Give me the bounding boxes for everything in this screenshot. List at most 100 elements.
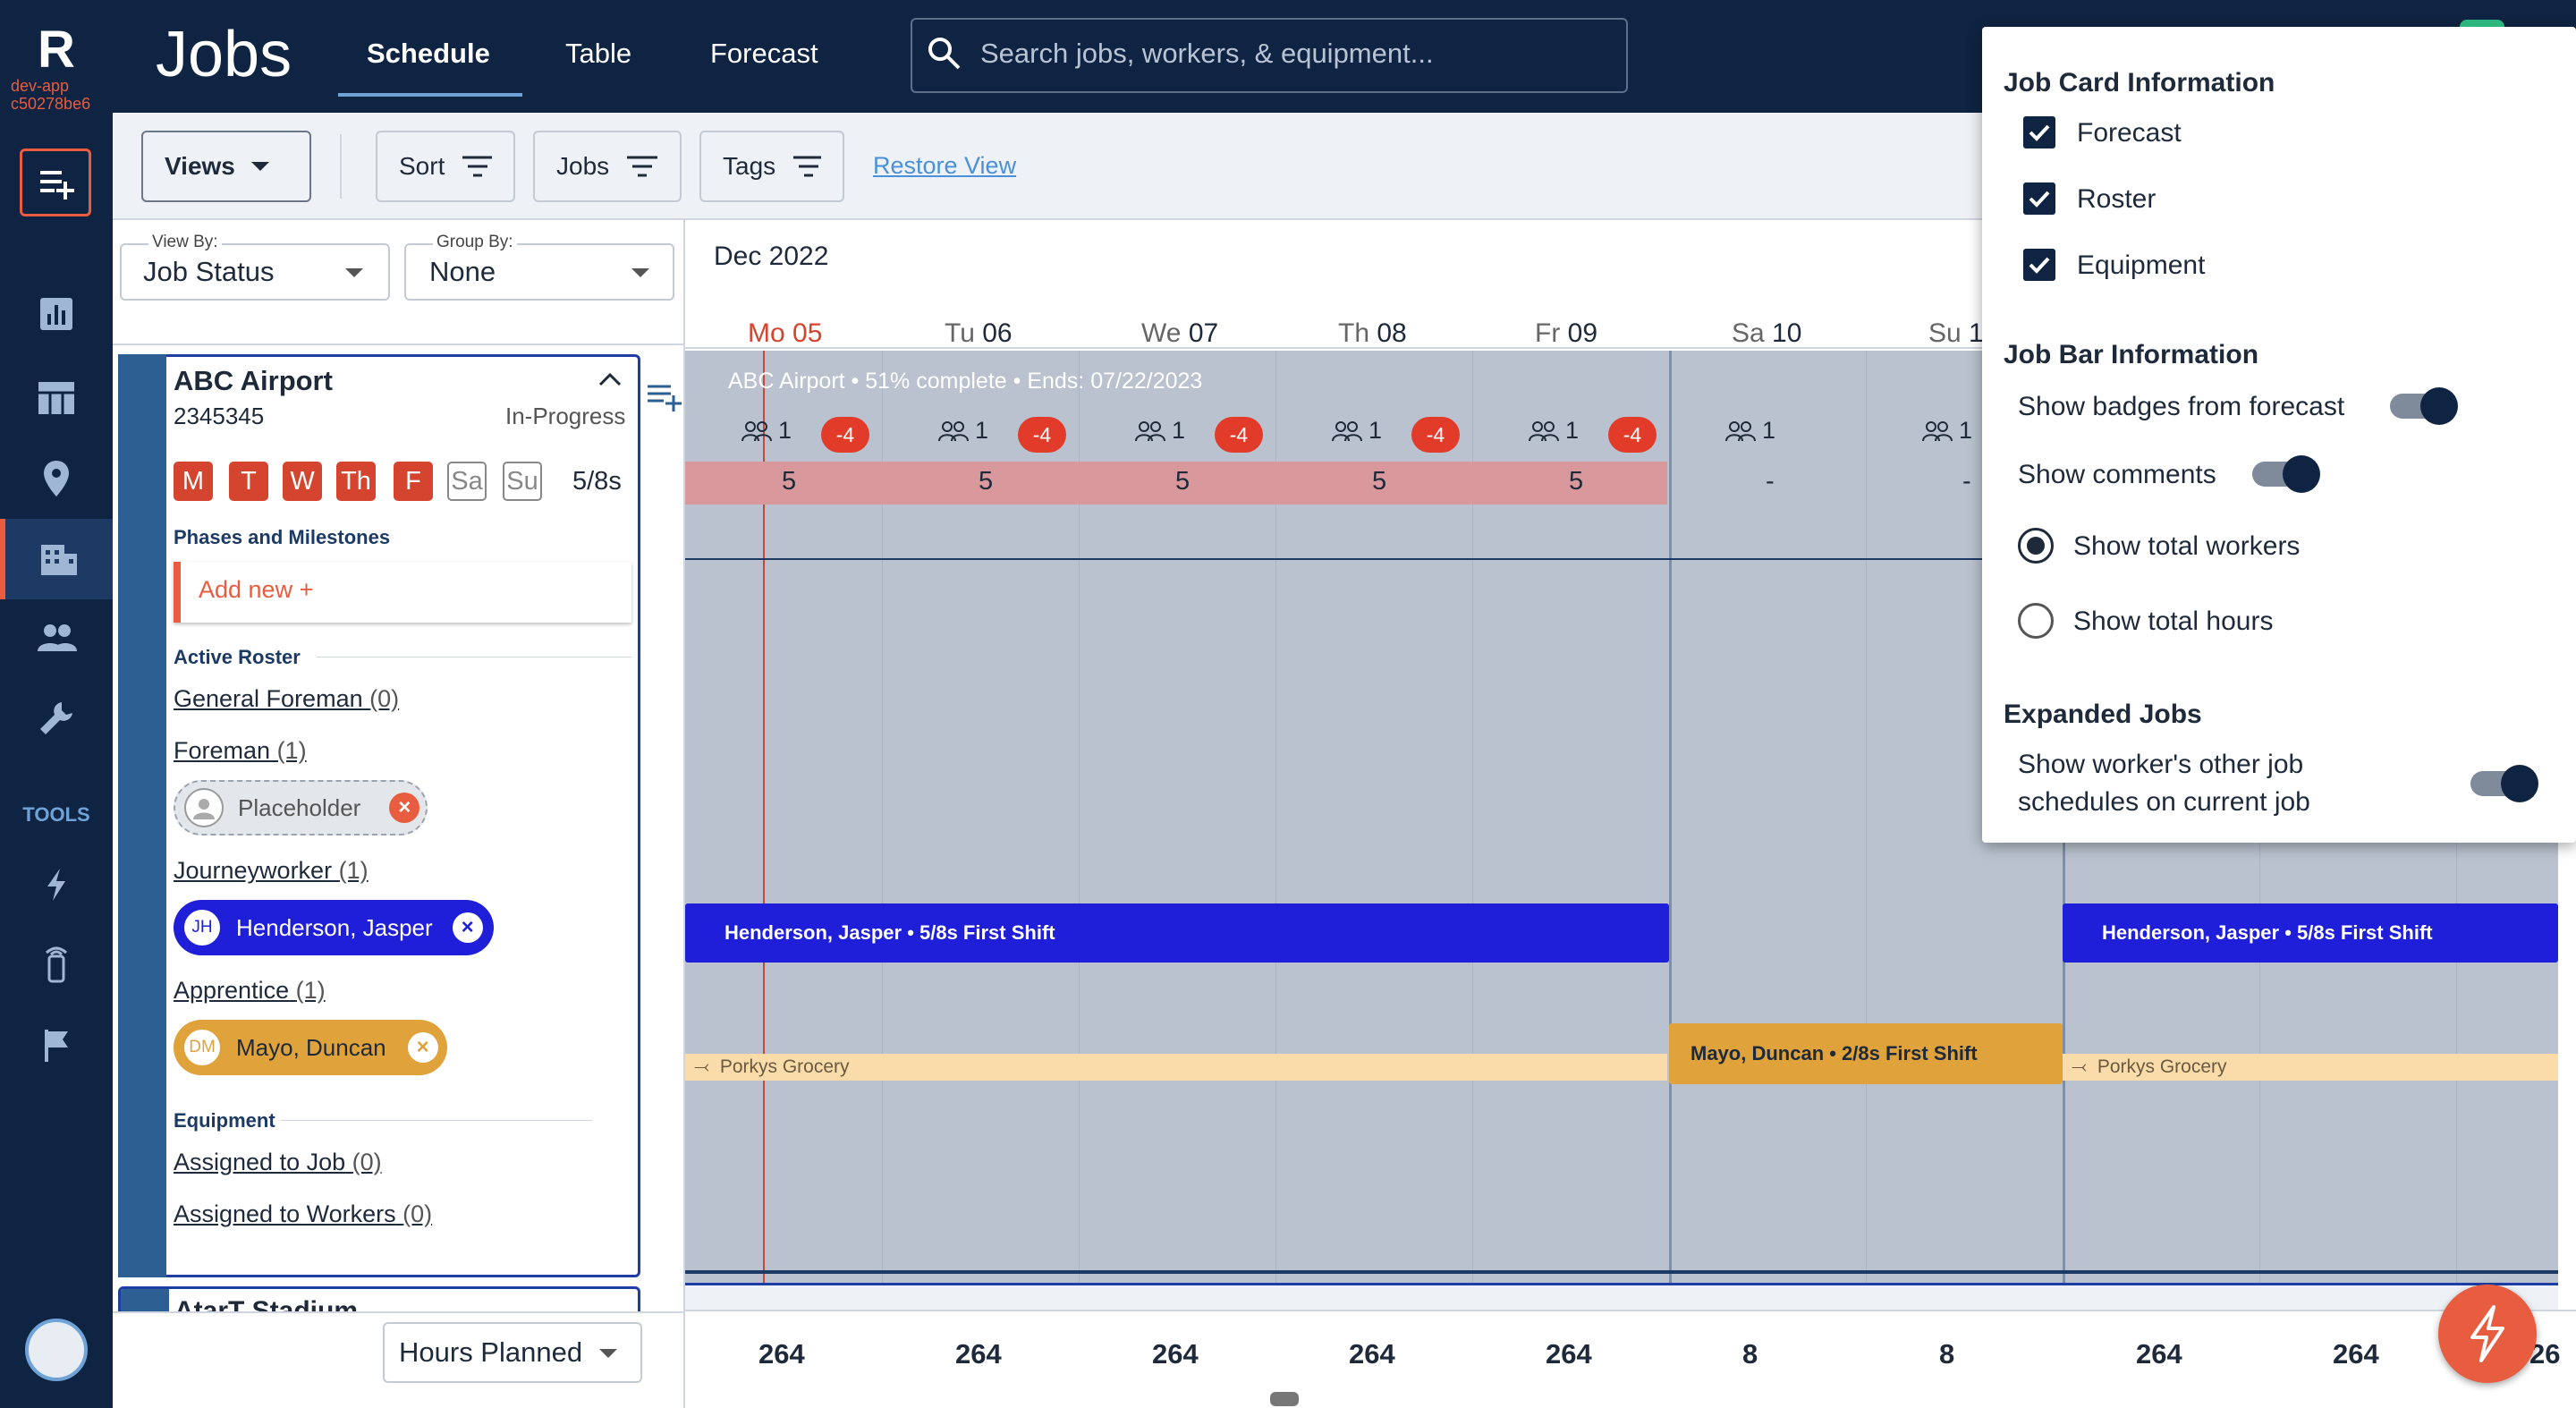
caret-down-icon [250,162,269,171]
add-phase-button[interactable]: Add new + [174,562,631,623]
total-hours: 264 [955,1338,1002,1370]
placeholder-chip[interactable]: Placeholder × [174,780,428,835]
worker-count: 1 [1134,417,1185,445]
jobs-filter-button[interactable]: Jobs [533,131,682,202]
phases-title: Phases and Milestones [174,526,391,548]
equipment-count: (0) [402,1200,433,1227]
role-general-foreman[interactable]: General Foreman (0) [174,685,399,713]
toggle-expanded-jobs[interactable] [2470,765,2538,802]
nav-workers[interactable] [0,606,113,669]
row-separator [685,558,2558,560]
add-worker-icon[interactable] [646,381,683,413]
lightning-icon [47,869,65,901]
nav-equipment[interactable] [0,687,113,750]
transfer-bar[interactable]: ⤙ Porkys Grocery [2063,1054,2558,1081]
shortage-badge: -4 [1215,417,1263,453]
nav-reports[interactable] [0,283,113,345]
worker-count: 1 [1331,417,1382,445]
schedule-bar-henderson[interactable]: Henderson, Jasper • 5/8s First Shift [2063,903,2558,963]
total-hours: 264 [2333,1338,2379,1370]
horizontal-scrollbar[interactable] [1270,1392,1299,1406]
tags-filter-label: Tags [723,152,776,180]
divider [685,347,2558,349]
tab-table[interactable]: Table [565,38,632,69]
day-of-week: Sa [1732,318,1765,348]
chevron-up-icon[interactable] [597,370,623,388]
transfer-bar[interactable]: ⤙ Porkys Grocery [685,1054,1667,1081]
search-icon [928,38,961,70]
schedule-bar-mayo[interactable]: Mayo, Duncan • 2/8s First Shift [1669,1023,2063,1084]
day-header: Mo 05 [748,318,822,349]
quick-action-button[interactable] [2438,1285,2537,1383]
toolbar-divider [340,134,342,199]
tab-schedule[interactable]: Schedule [367,38,490,69]
tab-forecast[interactable]: Forecast [710,38,818,69]
device-icon [45,946,68,983]
remove-icon[interactable]: × [452,912,483,943]
sort-button[interactable]: Sort [376,131,515,202]
hours-cell: - [1962,467,1971,496]
worker-count: 1 [937,417,988,445]
env-hash: c50278be6 [11,95,91,113]
add-job-button[interactable] [20,148,91,216]
total-hours: 8 [1742,1338,1758,1370]
nav-devices[interactable] [0,932,113,995]
nav-quick-actions[interactable] [0,853,113,916]
restore-view-link[interactable]: Restore View [873,152,1017,179]
job-name: ABC Airport [174,365,333,396]
show-comments-label: Show comments [2018,460,2216,489]
caret-down-icon [631,268,649,277]
schedule-bar-henderson[interactable]: Henderson, Jasper • 5/8s First Shift [685,903,1669,963]
playlist-add-icon [40,171,74,199]
toggle-show-badges[interactable] [2390,387,2458,425]
day-chip-wed: W [283,462,322,501]
nav-jobs[interactable] [0,519,113,599]
remove-icon[interactable]: × [389,793,420,823]
day-of-week: We [1141,318,1182,348]
sort-label: Sort [399,152,445,180]
worker-chip-henderson[interactable]: JH Henderson, Jasper × [174,900,494,955]
worker-chip-mayo[interactable]: DM Mayo, Duncan × [174,1020,447,1075]
tags-filter-button[interactable]: Tags [699,131,844,202]
app-logo[interactable]: R [38,21,75,79]
env-name: dev-app [11,77,70,95]
next-job-card[interactable]: AtarT Stadium [118,1286,640,1313]
checkbox-forecast[interactable] [2023,116,2055,148]
role-journeyworker[interactable]: Journeyworker (1) [174,857,369,885]
role-label: General Foreman [174,685,363,712]
job-bar-label: ABC Airport • 51% complete • Ends: 07/22… [728,369,1203,394]
jobs-filter-label: Jobs [556,152,610,180]
avatar[interactable] [2460,20,2504,27]
equipment-assigned-workers[interactable]: Assigned to Workers (0) [174,1200,432,1228]
toggle-show-comments[interactable] [2252,455,2320,493]
role-label: Apprentice [174,977,290,1004]
day-number: 09 [1567,318,1598,348]
day-number: 05 [792,318,823,348]
people-icon [1922,420,1953,441]
table-icon [38,382,74,414]
nav-table[interactable] [0,367,113,429]
search-input[interactable] [911,18,1628,93]
metric-value: Hours Planned [399,1336,583,1368]
views-button[interactable]: Views [141,131,311,202]
metric-select[interactable] [383,1322,642,1383]
nav-rail [0,0,113,1408]
radio-total-workers[interactable] [2018,528,2054,564]
worker-avatar: JH [182,908,222,947]
radio-total-hours[interactable] [2018,603,2054,639]
nav-flags[interactable] [0,1014,113,1077]
equipment-assigned-job[interactable]: Assigned to Job (0) [174,1149,382,1176]
worker-count-value: 1 [975,417,989,444]
nav-locations[interactable] [0,447,113,510]
job-card-info-title: Job Card Information [2004,68,2275,98]
role-foreman[interactable]: Foreman (1) [174,737,307,765]
transfer-label: Porkys Grocery [719,1056,850,1077]
checkbox-equipment[interactable] [2023,249,2055,281]
role-apprentice[interactable]: Apprentice (1) [174,977,326,1005]
checkbox-roster[interactable] [2023,182,2055,215]
day-of-week: Tu [945,318,975,348]
group-by-select[interactable] [404,243,674,301]
user-avatar[interactable] [25,1319,88,1381]
view-by-select[interactable] [120,243,390,301]
remove-icon[interactable]: × [407,1032,438,1063]
